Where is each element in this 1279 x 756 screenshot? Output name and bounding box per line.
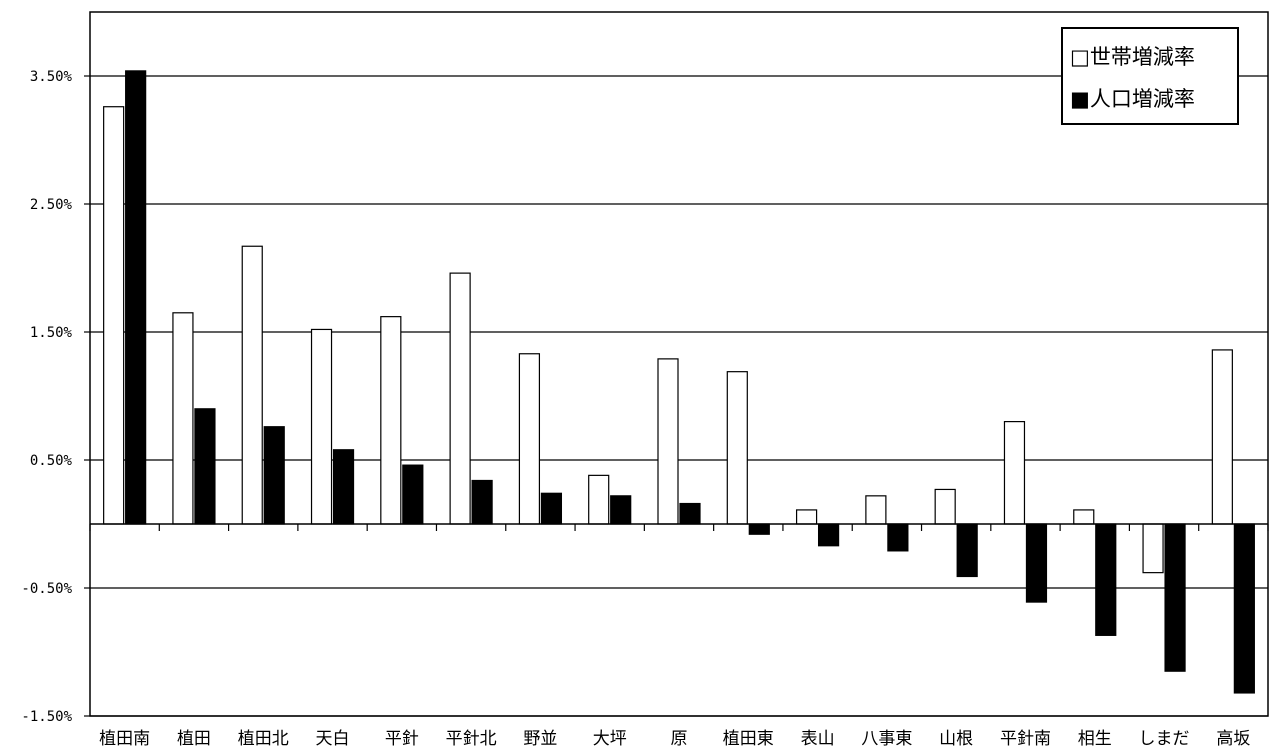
y-tick-label: -0.50% bbox=[21, 581, 72, 597]
bar-households bbox=[449, 272, 471, 525]
bar-households bbox=[518, 353, 541, 525]
x-tick-label: 植田東 bbox=[723, 729, 774, 749]
legend-entry-population: ■人口増減率 bbox=[1070, 87, 1195, 111]
bar-population bbox=[1095, 523, 1117, 636]
bar-households bbox=[657, 358, 679, 525]
y-tick-label: 3.50% bbox=[30, 69, 73, 85]
bar-households bbox=[726, 371, 748, 525]
bar-population bbox=[748, 523, 770, 535]
y-tick-label: 2.50% bbox=[30, 197, 73, 213]
bar-households bbox=[380, 316, 402, 525]
bar-population bbox=[1164, 523, 1186, 672]
x-tick-label: 高坂 bbox=[1216, 729, 1250, 749]
x-tick-label: 植田南 bbox=[99, 729, 150, 749]
bars bbox=[103, 70, 1255, 694]
bar-population bbox=[332, 449, 355, 525]
bar-population bbox=[817, 523, 840, 547]
bar-households bbox=[103, 106, 125, 525]
x-tick-labels: 植田南 植田 植田北 天白 平針 平針北 野並 大坪 原 植田東 表山 八事東 山根 平針南 相生 しまだ 高坂 bbox=[99, 729, 1250, 749]
x-tick-label: 平針 bbox=[385, 729, 419, 749]
bar-households bbox=[1073, 509, 1095, 525]
y-tick-labels: 3.50% 2.50% 1.50% 0.50% -0.50% -1.50% bbox=[21, 69, 72, 725]
bar-population bbox=[956, 523, 978, 578]
x-tick-label: 原 bbox=[671, 729, 688, 749]
bar-population bbox=[402, 464, 424, 525]
bar-households bbox=[1211, 349, 1233, 525]
legend-box bbox=[1061, 27, 1239, 125]
bar-population bbox=[679, 502, 701, 525]
x-tick-label: 野並 bbox=[523, 729, 557, 749]
bar-households bbox=[310, 328, 333, 525]
bar-households bbox=[241, 245, 263, 525]
axes bbox=[84, 11, 1269, 717]
bar-population bbox=[125, 70, 147, 525]
x-tick-label: 表山 bbox=[801, 729, 835, 749]
bar-population bbox=[1025, 523, 1048, 603]
bar-population bbox=[887, 523, 909, 552]
bar-households bbox=[865, 495, 887, 525]
bar-population bbox=[610, 495, 632, 525]
bar-population bbox=[540, 492, 563, 525]
bar-population bbox=[1233, 523, 1255, 694]
x-tick-label: 相生 bbox=[1078, 729, 1112, 749]
x-tick-label: しまだ bbox=[1139, 729, 1190, 749]
x-tick-label: 植田北 bbox=[238, 729, 289, 749]
bar-population bbox=[471, 479, 493, 525]
x-tick-label: 平針南 bbox=[1000, 729, 1051, 749]
legend: □世帯増減率 ■人口増減率 bbox=[1061, 27, 1239, 125]
x-tick-label: 八事東 bbox=[861, 729, 912, 749]
y-tick-label: 0.50% bbox=[30, 453, 73, 469]
bar-households bbox=[934, 488, 956, 525]
y-tick-label: -1.50% bbox=[21, 709, 72, 725]
bar-households bbox=[795, 509, 818, 525]
y-tick-label: 1.50% bbox=[30, 325, 73, 341]
bar-households bbox=[1142, 523, 1164, 574]
bar-households bbox=[172, 312, 194, 525]
x-tick-label: 大坪 bbox=[593, 729, 627, 749]
plot-frame bbox=[89, 11, 1269, 717]
x-tick-label: 天白 bbox=[316, 729, 350, 749]
bar-households bbox=[1003, 421, 1026, 525]
legend-entry-households: □世帯増減率 bbox=[1070, 45, 1195, 69]
bar-population bbox=[194, 408, 216, 525]
bar-population bbox=[263, 426, 285, 525]
bar-households bbox=[588, 474, 610, 525]
gridlines bbox=[90, 75, 1268, 717]
x-tick-label: 山根 bbox=[939, 729, 973, 749]
x-tick-label: 平針北 bbox=[446, 729, 497, 749]
x-tick-label: 植田 bbox=[177, 729, 211, 749]
